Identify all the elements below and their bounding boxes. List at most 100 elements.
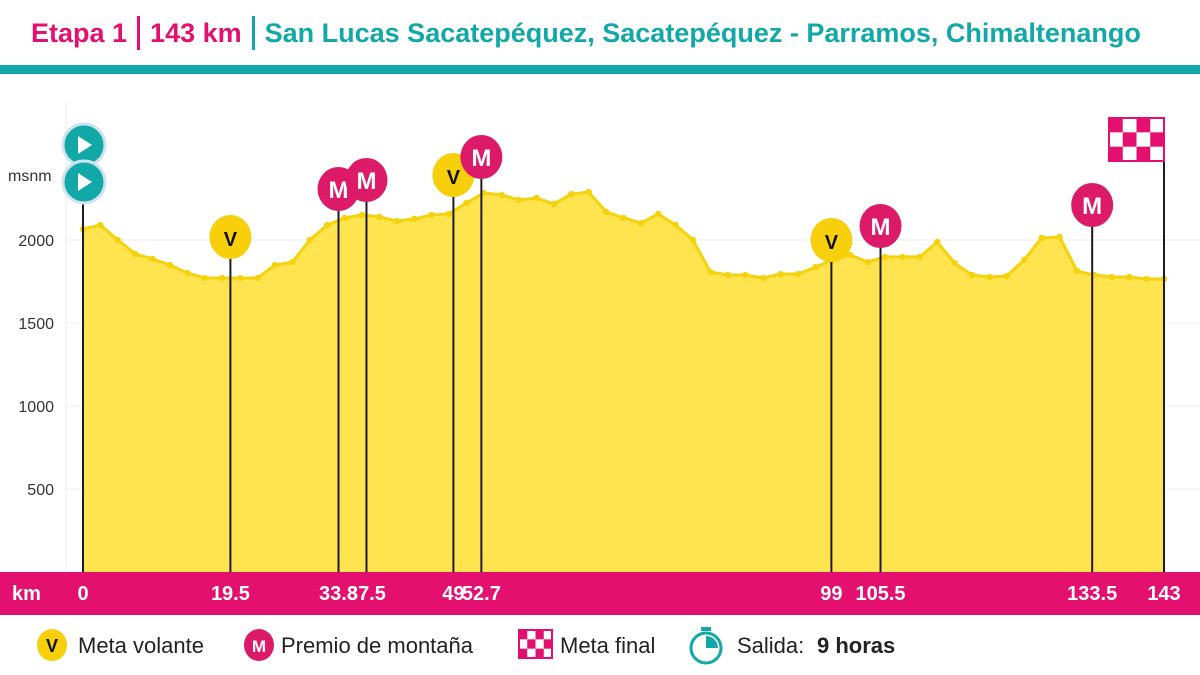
marker-letter: V bbox=[825, 232, 839, 254]
stage-distance: 143 km bbox=[150, 17, 242, 48]
elevation-point bbox=[760, 274, 767, 282]
y-tick-label: 1000 bbox=[18, 399, 54, 416]
elevation-point bbox=[218, 274, 226, 282]
elevation-point bbox=[951, 259, 958, 267]
flag-square bbox=[527, 639, 536, 649]
elevation-point bbox=[184, 269, 191, 277]
elevation-point bbox=[533, 194, 540, 202]
marker-v: V bbox=[810, 218, 853, 572]
m-letter: M bbox=[252, 637, 266, 656]
flag-square bbox=[1122, 132, 1137, 147]
elevation-point bbox=[114, 236, 121, 244]
elevation-point bbox=[254, 274, 261, 282]
elevation-area bbox=[83, 192, 1164, 572]
meta-volante-icon bbox=[810, 218, 853, 262]
elevation-point bbox=[323, 221, 331, 229]
marker-letter: M bbox=[1082, 193, 1102, 220]
elevation-point bbox=[1003, 272, 1010, 280]
elevation-point bbox=[131, 250, 139, 258]
v-letter: V bbox=[46, 636, 58, 656]
elevation-point bbox=[724, 271, 732, 279]
flag-square bbox=[1136, 118, 1151, 133]
legend-premio-montana: Premio de montaña bbox=[281, 633, 474, 658]
elevation-point bbox=[410, 215, 418, 223]
legend-meta-final: Meta final bbox=[560, 633, 655, 658]
elevation-point bbox=[289, 258, 296, 266]
elevation-point bbox=[864, 258, 871, 266]
marker-letter: V bbox=[224, 229, 238, 251]
elevation-point bbox=[602, 208, 610, 216]
play-icon bbox=[78, 136, 92, 154]
flag-square bbox=[1136, 146, 1151, 161]
marker-finish bbox=[1108, 117, 1165, 572]
elevation-point bbox=[812, 263, 819, 271]
elevation-point bbox=[934, 238, 941, 246]
legend-salida-value: 9 horas bbox=[817, 633, 895, 658]
elevation-point bbox=[689, 236, 697, 244]
marker-start bbox=[61, 122, 107, 572]
flag-square bbox=[1109, 146, 1123, 161]
marker-m: M bbox=[859, 204, 902, 572]
elevation-point bbox=[1073, 267, 1081, 275]
km-tick-label: 49 bbox=[442, 583, 464, 605]
meta-volante-icon bbox=[37, 629, 67, 661]
elevation-point bbox=[777, 270, 784, 278]
elevation-point bbox=[306, 236, 313, 244]
elevation-point bbox=[881, 253, 889, 261]
legend-salida-label: Salida: bbox=[737, 633, 804, 658]
elevation-point bbox=[550, 200, 558, 208]
play-icon bbox=[78, 173, 92, 191]
elevation-point bbox=[1126, 273, 1133, 281]
elevation-point bbox=[376, 213, 383, 221]
km-tick-label: 133.5 bbox=[1067, 583, 1117, 605]
premio-montana-icon bbox=[244, 629, 274, 661]
elevation-point bbox=[341, 214, 348, 222]
elevation-point bbox=[585, 188, 592, 196]
km-tick-label: 37.5 bbox=[347, 583, 386, 605]
elevation-point bbox=[899, 253, 906, 261]
elevation-point bbox=[166, 261, 174, 269]
km-tick-label: 99 bbox=[820, 583, 842, 605]
stage-label: Etapa 1 bbox=[31, 17, 128, 48]
premio-montana-icon bbox=[1071, 183, 1114, 227]
elevation-point bbox=[393, 217, 400, 225]
km-tick-label: 143 bbox=[1147, 583, 1180, 605]
checkered-flag-icon bbox=[518, 629, 553, 659]
elevation-point bbox=[271, 261, 279, 269]
separator bbox=[137, 16, 141, 50]
elevation-point bbox=[847, 251, 854, 259]
elevation-point bbox=[498, 191, 505, 199]
premio-montana-icon bbox=[859, 204, 902, 248]
elevation-point bbox=[794, 270, 802, 278]
stopwatch-icon bbox=[689, 627, 723, 665]
elevation-point bbox=[916, 253, 924, 261]
flag-square bbox=[519, 648, 528, 658]
marker-m: M bbox=[345, 158, 388, 572]
premio-montana-icon bbox=[460, 135, 503, 179]
elevation-point bbox=[1056, 233, 1063, 241]
km-tick-label: 105.5 bbox=[855, 583, 905, 605]
elevation-point bbox=[97, 221, 104, 229]
km-tick-label: 52.7 bbox=[462, 583, 501, 605]
marker-letter: V bbox=[447, 167, 461, 189]
meta-volante-icon bbox=[209, 215, 252, 259]
flag-graphic bbox=[518, 629, 553, 659]
flag-square bbox=[1150, 132, 1164, 147]
elevation-point bbox=[968, 271, 976, 279]
marker-letter: M bbox=[329, 177, 349, 204]
y-tick-label: 2000 bbox=[18, 233, 54, 250]
elevation-point bbox=[742, 271, 749, 279]
elevation-point bbox=[1108, 273, 1116, 281]
marker-m: M bbox=[1071, 183, 1114, 572]
flag-square bbox=[519, 630, 528, 640]
header: Etapa 1 143 km San Lucas Sacatepéquez, S… bbox=[0, 0, 1200, 66]
separator bbox=[251, 16, 255, 50]
elevation-point bbox=[620, 214, 627, 222]
elevation-point bbox=[1143, 275, 1150, 283]
elevation-point bbox=[237, 274, 244, 282]
marker-letter: M bbox=[356, 168, 376, 195]
elevation-point bbox=[655, 210, 662, 218]
flag-square bbox=[543, 639, 552, 649]
legend-meta-volante: Meta volante bbox=[78, 633, 204, 658]
